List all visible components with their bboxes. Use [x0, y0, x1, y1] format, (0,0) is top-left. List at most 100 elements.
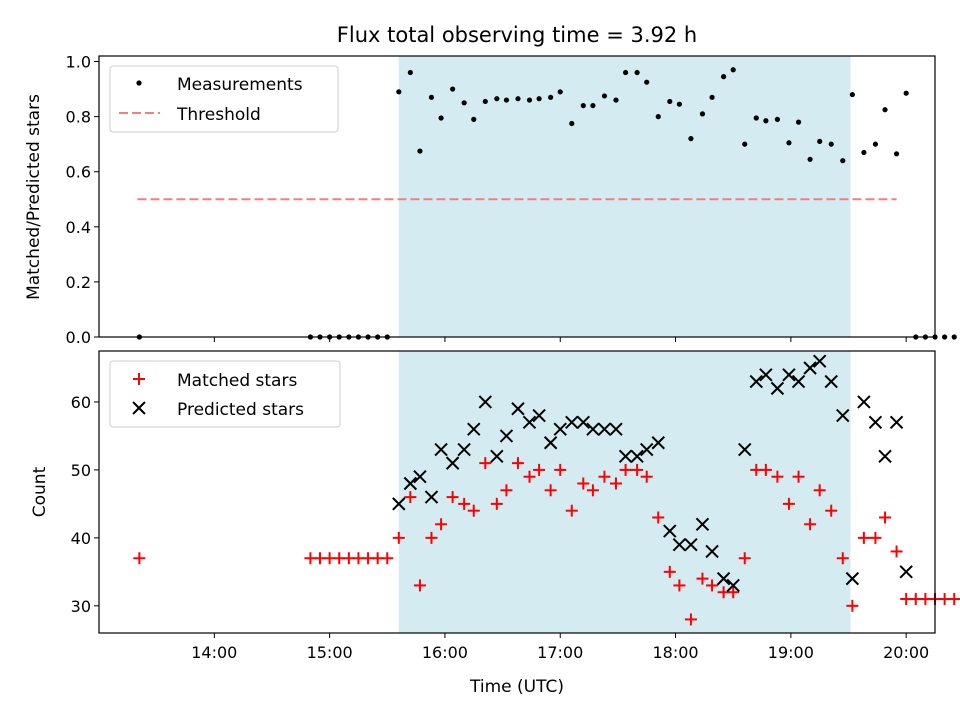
threshold-legend-label: Threshold — [176, 105, 261, 125]
bottom-panel: 30 40 50 60 14:00 15:00 16:00 17:00 18:00 19:00 2… — [30, 350, 960, 697]
matched-star-point — [565, 504, 578, 517]
predicted-star-point — [553, 422, 567, 436]
predicted-star-stroke-b — [791, 374, 806, 389]
matched-star-point — [458, 497, 471, 510]
predicted-star-stroke-b — [553, 422, 567, 436]
matched-star-point — [133, 552, 146, 565]
x-axis-label: Time (UTC) — [469, 677, 564, 697]
predicted-star-stroke-b — [630, 449, 644, 464]
predicted-star-stroke-b — [803, 361, 817, 375]
measurement-point — [807, 156, 813, 162]
matched-star-point — [609, 477, 622, 490]
measurement-point — [536, 96, 542, 102]
predicted-star-stroke-b — [640, 442, 654, 457]
predicted-star-point — [759, 368, 773, 382]
predicted-star-point — [609, 422, 623, 436]
predicted-star-point — [899, 565, 913, 579]
predicted-star-stroke-b — [532, 408, 546, 423]
measurement-point — [720, 74, 727, 80]
matched-star-point — [586, 484, 599, 497]
matched-star-point — [511, 457, 524, 470]
chart-title: Flux total observing time = 3.92 h — [337, 23, 697, 47]
measurement-point — [396, 89, 402, 95]
predicted-star-stroke-b — [392, 497, 406, 511]
measurement-point — [942, 334, 948, 340]
predicted-star-stroke-b — [424, 490, 439, 504]
predicted-star-stroke-b — [445, 456, 460, 470]
predicted-star-points — [392, 354, 913, 593]
matched-star-point — [413, 579, 426, 592]
top-panel: 0.0 0.2 0.4 0.6 0.8 1.0 Matched/Predicted sta… — [24, 53, 957, 347]
measurement-point — [622, 69, 629, 76]
bottom-observing-window — [398, 351, 851, 633]
measurement-point — [882, 107, 888, 113]
matched-star-point — [684, 613, 697, 626]
bottom-y-axis-label: Count — [30, 466, 50, 517]
top-y-axis-label: Matched/Predicted stars — [24, 94, 44, 300]
matched-star-point — [544, 484, 557, 497]
predicted-star-point — [770, 381, 785, 396]
predicted-star-stroke-b — [467, 422, 481, 436]
matched-star-point — [696, 572, 709, 585]
measurement-point — [676, 101, 682, 107]
measurement-point — [526, 97, 533, 103]
predicted-star-point — [424, 490, 439, 504]
predicted-star-stroke-b — [857, 395, 871, 409]
matched-star-point — [825, 504, 838, 517]
predicted-star-point — [845, 571, 860, 586]
measurement-point — [494, 96, 500, 102]
predicted-star-point — [857, 395, 871, 409]
matched-star-point — [435, 518, 448, 531]
predicted-star-point — [586, 422, 600, 436]
predicted-star-point — [478, 395, 492, 409]
predicted-star-point — [511, 402, 525, 416]
measurement-point — [730, 67, 736, 73]
predicted-star-stroke-b — [845, 571, 860, 586]
predicted-legend-marker — [132, 401, 146, 415]
predicted-star-stroke-b — [522, 415, 537, 430]
measurement-point — [872, 141, 879, 147]
predicted-star-stroke-b — [618, 449, 633, 464]
matched-star-point — [846, 599, 859, 612]
matched-star-point — [879, 511, 892, 524]
predicted-star-stroke-b — [597, 422, 612, 436]
matched-star-point — [500, 484, 513, 497]
predicted-star-point — [467, 422, 481, 436]
measurement-point — [763, 118, 769, 124]
bottom-plot-frame — [98, 350, 936, 634]
top-observing-window — [398, 56, 851, 337]
predicted-star-point — [726, 578, 740, 593]
top-y-tick-label: 0.6 — [66, 163, 91, 182]
measurement-point — [828, 141, 834, 147]
measurement-point — [438, 115, 444, 121]
predicted-star-point — [836, 408, 850, 423]
predicted-star-point — [684, 537, 698, 552]
x-tick-label: 19:00 — [768, 643, 814, 662]
measurement-point — [849, 91, 855, 98]
measurement-point — [699, 111, 706, 117]
matched-star-point — [804, 518, 817, 531]
predicted-star-stroke-b — [878, 449, 892, 464]
measurement-point — [503, 97, 510, 103]
predicted-star-point — [565, 415, 579, 430]
matched-star-point — [523, 470, 536, 483]
predicted-star-stroke-b — [478, 395, 492, 409]
matched-star-point — [392, 531, 405, 544]
measurement-point — [951, 334, 957, 340]
predicted-star-stroke-b — [543, 436, 558, 450]
measurement-point — [450, 86, 456, 92]
top-y-tick-label: 0.8 — [66, 108, 91, 127]
predicted-star-point — [630, 449, 644, 464]
matched-star-point — [619, 463, 632, 476]
matched-legend-label: Matched stars — [177, 371, 297, 391]
measurement-points — [136, 67, 957, 340]
predicted-star-point — [576, 415, 591, 430]
predicted-star-stroke-b — [490, 449, 504, 464]
measurements-legend-label: Measurements — [177, 75, 303, 95]
measurement-point — [580, 102, 586, 109]
top-y-tick-label: 1.0 — [66, 53, 91, 72]
predicted-star-stroke-b — [434, 442, 448, 457]
predicted-star-point — [457, 442, 471, 457]
predicted-star-stroke-b — [836, 408, 850, 423]
measurement-point — [407, 69, 413, 76]
